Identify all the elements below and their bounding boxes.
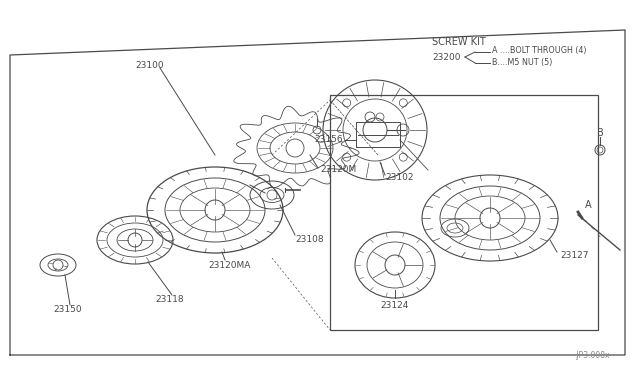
- Text: 23120MA: 23120MA: [209, 260, 251, 269]
- Text: .JP3.008x: .JP3.008x: [575, 350, 610, 359]
- Text: 23100: 23100: [135, 61, 164, 70]
- Text: B....M5 NUT (5): B....M5 NUT (5): [492, 58, 552, 67]
- Text: 23120M: 23120M: [320, 166, 356, 174]
- Text: 23127: 23127: [560, 250, 589, 260]
- Text: A ....BOLT THROUGH (4): A ....BOLT THROUGH (4): [492, 45, 586, 55]
- Text: 23200: 23200: [432, 52, 461, 61]
- Text: 23124: 23124: [381, 301, 409, 310]
- Text: SCREW KIT: SCREW KIT: [432, 37, 486, 47]
- Text: 23156: 23156: [314, 135, 343, 144]
- Text: 23118: 23118: [156, 295, 184, 305]
- Text: A: A: [585, 200, 591, 210]
- Bar: [330, 95, 598, 330]
- Text: B: B: [596, 128, 604, 138]
- Text: 23108: 23108: [295, 235, 324, 244]
- Text: 23150: 23150: [54, 305, 83, 314]
- Bar: [356, 122, 400, 147]
- Text: 23102: 23102: [385, 173, 413, 183]
